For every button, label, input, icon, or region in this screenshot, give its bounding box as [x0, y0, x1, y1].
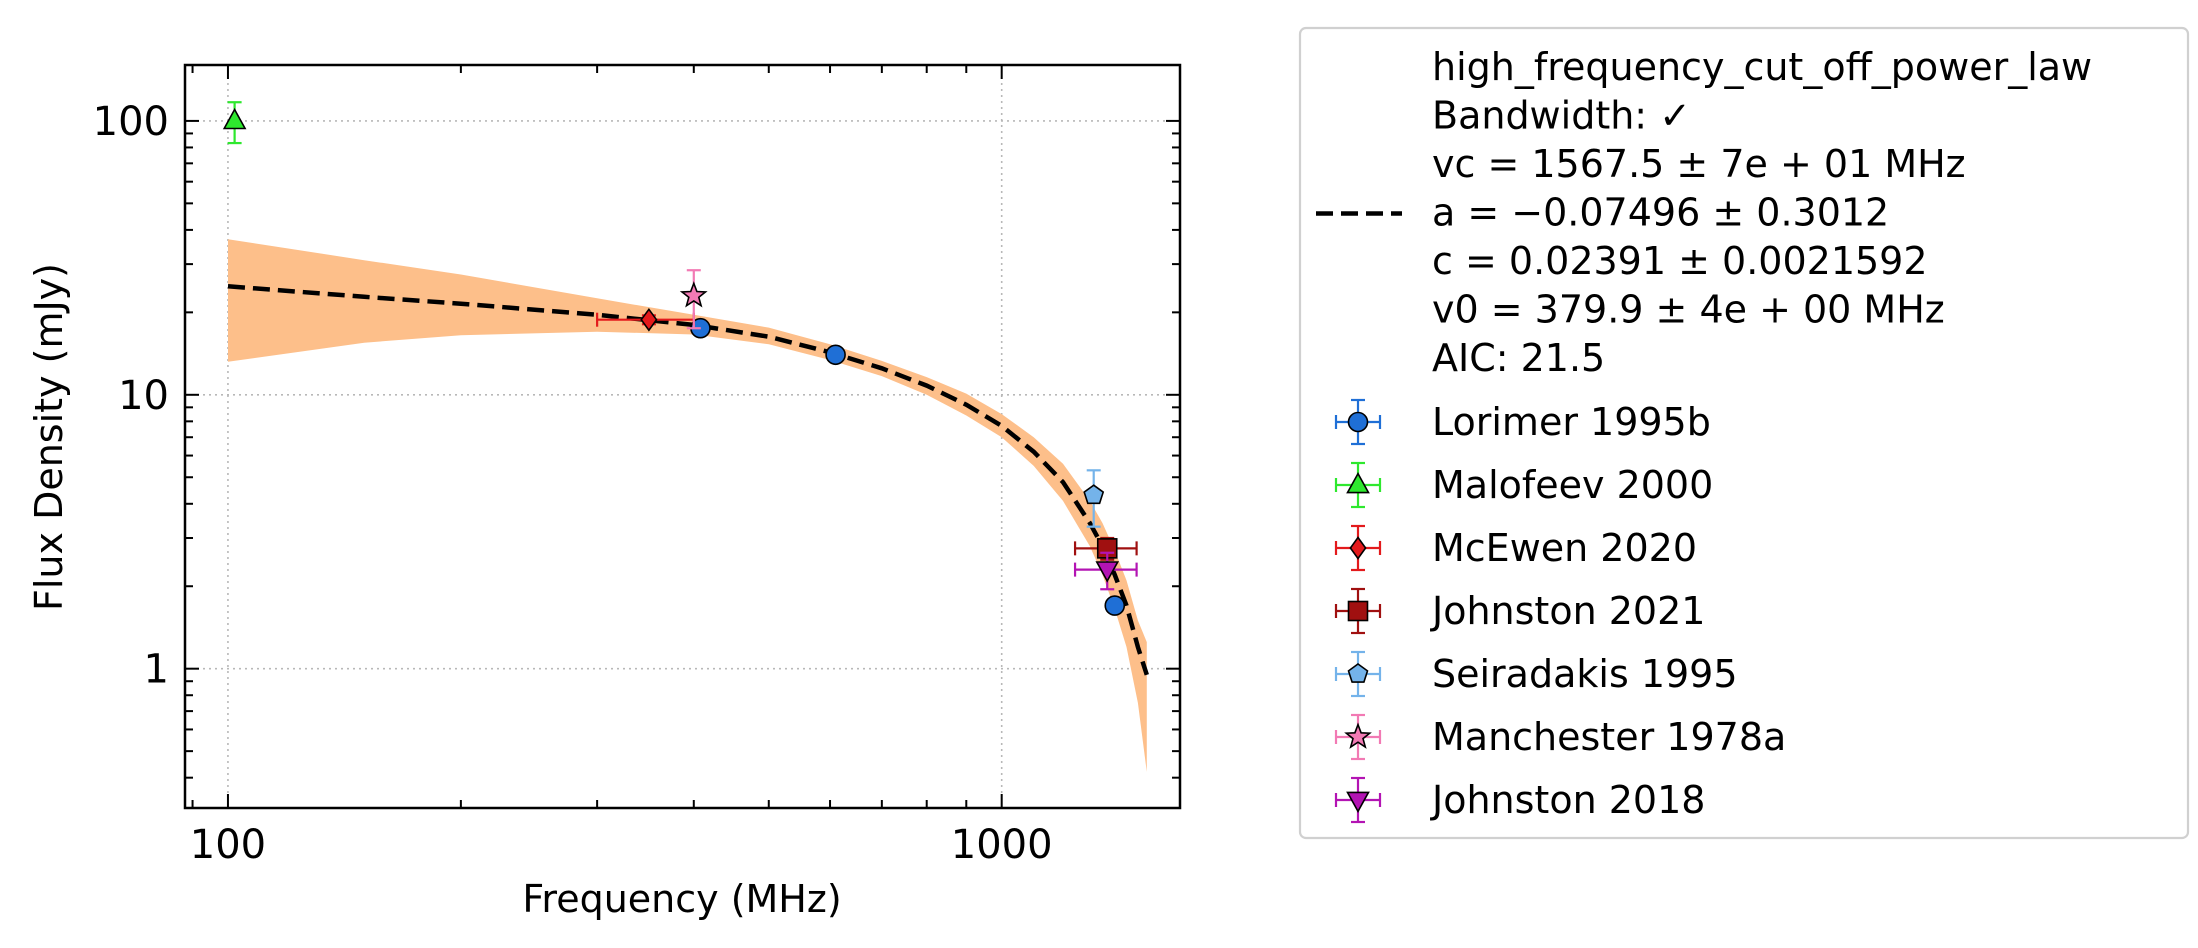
legend-fit-text: vc = 1567.5 ± 7e + 01 MHz [1432, 142, 1966, 186]
legend-entry: Malofeev 2000 [1334, 461, 1713, 509]
legend-marker [1347, 600, 1369, 622]
legend-entry: Manchester 1978a [1334, 713, 1786, 761]
grid [185, 65, 1180, 808]
legend-label: Johnston 2018 [1430, 778, 1705, 822]
legend-marker [1346, 791, 1370, 814]
data-point [222, 107, 247, 130]
y-tick-label: 100 [93, 99, 169, 145]
x-tick-label: 100 [190, 822, 266, 868]
series-johnston-2018 [1073, 551, 1138, 591]
legend-fit-text: high_frequency_cut_off_power_law [1432, 45, 2092, 89]
legend-label: McEwen 2020 [1432, 526, 1697, 570]
legend-entry: McEwen 2020 [1334, 524, 1697, 572]
axis-ticks: 100 1000 1 10 100 [93, 65, 1180, 868]
legend-label: Johnston 2021 [1430, 589, 1705, 633]
data-point [640, 307, 658, 332]
fit-band-layer [228, 239, 1147, 772]
legend-fit-text: c = 0.02391 ± 0.0021592 [1432, 239, 1928, 283]
series-seiradakis-1995 [1083, 469, 1105, 528]
legend-entry: Johnston 2018 [1334, 776, 1705, 824]
data-point [825, 344, 846, 366]
y-axis-label: Flux Density (mJy) [27, 263, 71, 611]
x-tick-label: 1000 [951, 822, 1053, 868]
data-point [1095, 561, 1120, 583]
y-tick-label: 10 [118, 373, 169, 419]
data-points-layer [222, 101, 1138, 616]
legend-entry: Lorimer 1995b [1334, 398, 1711, 446]
legend-entry: Seiradakis 1995 [1334, 650, 1738, 698]
legend-box [1298, 26, 2190, 840]
data-point [1083, 484, 1105, 505]
fit-curve-line [227, 284, 1149, 676]
legend-marker [1349, 536, 1367, 560]
legend-entry: Johnston 2021 [1334, 587, 1705, 635]
fit-curve-layer [227, 284, 1149, 676]
legend-marker [1346, 471, 1370, 494]
fit-uncertainty-band [228, 239, 1147, 772]
legend-fit-text: a = −0.07496 ± 0.3012 [1432, 191, 1889, 235]
legend-marker [1347, 663, 1369, 683]
legend-fit-text: AIC: 21.5 [1432, 336, 1605, 380]
legend-label: Malofeev 2000 [1432, 463, 1713, 507]
series-malofeev-2000 [222, 101, 247, 145]
series-johnston-2021 [1073, 536, 1138, 561]
data-point [1104, 595, 1126, 616]
series-manchester-1978a [679, 269, 708, 330]
data-point [679, 281, 708, 308]
x-axis-label: Frequency (MHz) [522, 877, 841, 921]
legend-label: Lorimer 1995b [1432, 400, 1711, 444]
legend-fit-text: v0 = 379.9 ± 4e + 00 MHz [1432, 288, 1945, 332]
legend-label: Seiradakis 1995 [1432, 652, 1738, 696]
legend-marker [1347, 411, 1369, 433]
legend-fit-text: Bandwidth: ✓ [1432, 94, 1691, 138]
y-tick-label: 1 [144, 647, 169, 693]
legend-marker [1344, 722, 1372, 749]
legend: high_frequency_cut_off_power_law Bandwidt… [1298, 26, 2190, 840]
legend-label: Manchester 1978a [1432, 715, 1786, 759]
